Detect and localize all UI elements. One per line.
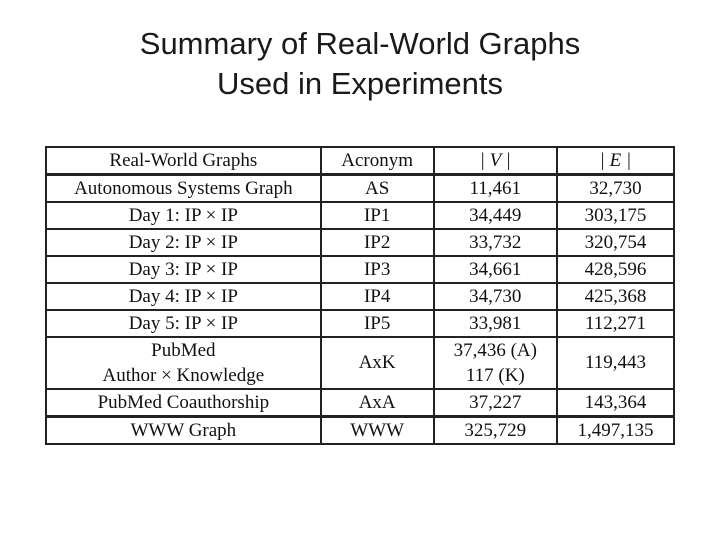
cell-graph-line: Autonomous Systems Graph — [74, 177, 293, 199]
cell-acronym: AxK — [319, 336, 435, 390]
cell-acronym: IP3 — [319, 255, 435, 284]
cell-graph-line: PubMed — [151, 340, 216, 361]
cell-graph: Day 4: IP × IP — [45, 282, 322, 311]
table-row: Day 5: IP × IP IP5 33,981 112,271 — [45, 309, 676, 338]
cell-vertices-line: 11,461 — [469, 177, 522, 199]
cell-acronym: IP1 — [319, 201, 435, 230]
cell-vertices-line: 33,981 — [469, 312, 522, 334]
cell-graph-line: Day 4: IP × IP — [128, 285, 238, 307]
table-row: WWW Graph WWW 325,729 1,497,135 — [45, 415, 676, 445]
table-row: Autonomous Systems Graph AS 11,461 32,730 — [45, 173, 676, 203]
cell-vertices: 33,732 — [432, 228, 558, 257]
table-header-row: Real-World Graphs Acronym | V | | E | — [45, 146, 676, 176]
cell-graph-line: PubMed Coauthorship — [97, 391, 270, 413]
slide-title: Summary of Real-World Graphs Used in Exp… — [0, 24, 720, 104]
header-vertices: | V | — [432, 146, 558, 176]
table-row: Day 4: IP × IP IP4 34,730 425,368 — [45, 282, 676, 311]
cell-graph-line: WWW Graph — [130, 419, 237, 441]
cell-vertices: 37,436 (A) 117 (K) — [432, 336, 558, 390]
cell-vertices: 11,461 — [432, 173, 558, 203]
cell-edges: 320,754 — [555, 228, 676, 257]
cell-vertices-line: 37,436 (A) — [453, 340, 537, 361]
cell-vertices: 34,661 — [432, 255, 558, 284]
cell-vertices-line: 34,661 — [469, 258, 522, 280]
cell-edges: 119,443 — [555, 336, 676, 390]
table-row: Day 2: IP × IP IP2 33,732 320,754 — [45, 228, 676, 257]
cell-graph: Day 3: IP × IP — [45, 255, 322, 284]
cell-edges: 425,368 — [555, 282, 676, 311]
cell-graph: PubMed Coauthorship — [45, 388, 322, 418]
cell-vertices: 33,981 — [432, 309, 558, 338]
cell-vertices-line: 34,449 — [469, 204, 522, 226]
cell-graph: PubMed Author × Knowledge — [45, 336, 322, 390]
cell-graph: WWW Graph — [45, 415, 322, 445]
cell-acronym: IP2 — [319, 228, 435, 257]
cell-graph-line: Day 2: IP × IP — [128, 231, 238, 253]
table-row: Day 1: IP × IP IP1 34,449 303,175 — [45, 201, 676, 230]
cell-graph-line: Day 1: IP × IP — [128, 204, 238, 226]
cell-vertices: 34,449 — [432, 201, 558, 230]
cell-graph: Day 1: IP × IP — [45, 201, 322, 230]
cell-vertices-line: 37,227 — [469, 391, 522, 413]
graphs-table: Real-World Graphs Acronym | V | | E | Au… — [45, 146, 676, 445]
cell-vertices-line: 34,730 — [469, 285, 522, 307]
cell-edges: 1,497,135 — [555, 415, 676, 445]
slide-title-line-1: Summary of Real-World Graphs — [139, 26, 581, 61]
cell-graph-line: Author × Knowledge — [102, 365, 265, 386]
cell-acronym: WWW — [319, 415, 435, 445]
header-graph: Real-World Graphs — [45, 146, 322, 176]
table-row: PubMed Author × Knowledge AxK 37,436 (A) 117… — [45, 336, 676, 390]
header-edges: | E | — [555, 146, 676, 176]
cell-vertices: 37,227 — [432, 388, 558, 418]
cell-graph: Day 5: IP × IP — [45, 309, 322, 338]
cell-acronym: IP4 — [319, 282, 435, 311]
cell-edges: 143,364 — [555, 388, 676, 418]
cell-vertices: 325,729 — [432, 415, 558, 445]
table-row: Day 3: IP × IP IP3 34,661 428,596 — [45, 255, 676, 284]
cell-edges: 112,271 — [555, 309, 676, 338]
cell-edges: 303,175 — [555, 201, 676, 230]
cell-graph: Autonomous Systems Graph — [45, 173, 322, 203]
cell-graph-line: Day 3: IP × IP — [128, 258, 238, 280]
cell-vertices-line: 325,729 — [464, 419, 527, 441]
cell-edges: 428,596 — [555, 255, 676, 284]
header-acronym: Acronym — [319, 146, 435, 176]
cell-acronym: AxA — [319, 388, 435, 418]
cell-acronym: AS — [319, 173, 435, 203]
cell-vertices: 34,730 — [432, 282, 558, 311]
table-row: PubMed Coauthorship AxA 37,227 143,364 — [45, 388, 676, 418]
cell-acronym: IP5 — [319, 309, 435, 338]
cell-edges: 32,730 — [555, 173, 676, 203]
table-body: Autonomous Systems Graph AS 11,461 32,730 Da… — [45, 173, 676, 445]
cell-vertices-line: 117 (K) — [465, 365, 525, 386]
cell-graph: Day 2: IP × IP — [45, 228, 322, 257]
cell-graph-line: Day 5: IP × IP — [128, 312, 238, 334]
slide-title-line-2: Used in Experiments — [216, 66, 503, 101]
cell-vertices-line: 33,732 — [469, 231, 522, 253]
